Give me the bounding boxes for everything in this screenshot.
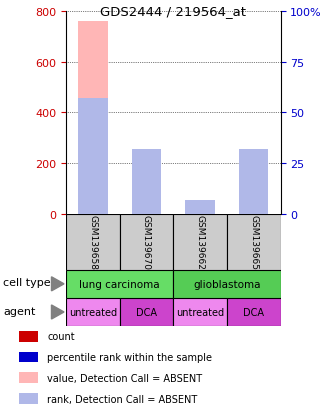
Text: DCA: DCA (243, 307, 264, 317)
Text: cell type: cell type (3, 278, 51, 288)
Bar (120, 214, 173, 270)
Text: GSM139658: GSM139658 (88, 215, 97, 270)
Bar (132, 150, 161, 214)
Bar (227, 298, 280, 326)
Text: GSM139665: GSM139665 (249, 215, 258, 270)
Bar (239, 151, 268, 214)
Bar (78, 22, 108, 214)
Text: rank, Detection Call = ABSENT: rank, Detection Call = ABSENT (47, 394, 198, 404)
Text: untreated: untreated (69, 307, 117, 317)
Bar (173, 270, 280, 298)
Polygon shape (51, 305, 64, 319)
Text: glioblastoma: glioblastoma (193, 279, 261, 289)
Text: DCA: DCA (136, 307, 157, 317)
Bar (66, 270, 173, 298)
Bar (19, 393, 38, 404)
Bar (66, 214, 120, 270)
Text: GSM139670: GSM139670 (142, 215, 151, 270)
Bar (185, 207, 215, 214)
Text: value, Detection Call = ABSENT: value, Detection Call = ABSENT (47, 373, 202, 383)
Bar (185, 200, 215, 214)
Text: agent: agent (3, 306, 36, 316)
Bar (19, 373, 38, 383)
Bar (239, 150, 268, 214)
Bar (78, 99, 108, 214)
Polygon shape (51, 277, 64, 291)
Text: percentile rank within the sample: percentile rank within the sample (47, 352, 212, 362)
Bar (19, 352, 38, 363)
Text: lung carcinoma: lung carcinoma (79, 279, 160, 289)
Bar (19, 331, 38, 342)
Bar (173, 214, 227, 270)
Bar (66, 298, 120, 326)
Text: untreated: untreated (176, 307, 224, 317)
Bar (173, 298, 227, 326)
Text: GDS2444 / 219564_at: GDS2444 / 219564_at (100, 5, 246, 18)
Text: count: count (47, 332, 75, 342)
Bar (120, 298, 173, 326)
Text: GSM139662: GSM139662 (196, 215, 205, 270)
Bar (132, 150, 161, 214)
Bar (227, 214, 280, 270)
